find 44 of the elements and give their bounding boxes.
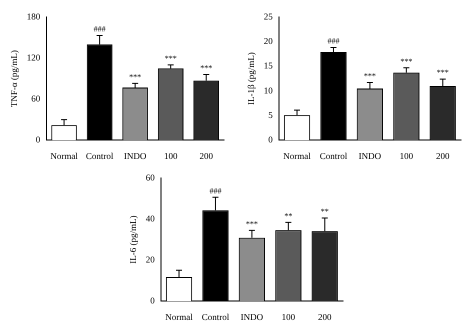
y-tick-label: 20 <box>146 254 156 264</box>
annotation: *** <box>164 54 177 64</box>
y-tick-label: 0 <box>150 296 156 306</box>
x-tick-label: INDO <box>240 312 264 322</box>
x-tick-label: 200 <box>199 150 214 161</box>
y-axis-title: IL-1β (pg/mL) <box>246 52 256 106</box>
y-tick-label: 10 <box>264 85 274 96</box>
x-tick-label: 100 <box>164 150 178 161</box>
y-axis-title: IL-6 (pg/mL) <box>128 215 138 264</box>
annotation: *** <box>436 68 449 78</box>
y-tick-label: 60 <box>146 172 156 182</box>
x-tick-label: 200 <box>436 150 450 161</box>
x-tick-label: Control <box>320 150 348 161</box>
x-tick-label: 100 <box>282 312 296 322</box>
annotation: ### <box>94 24 106 34</box>
y-tick-label: 15 <box>264 60 274 71</box>
y-axis-title: TNF-α (pg/mL) <box>8 50 19 108</box>
annotation: *** <box>364 72 376 81</box>
annotation: *** <box>400 56 412 66</box>
annotation: ** <box>320 207 329 216</box>
x-tick-label: Control <box>86 150 114 161</box>
x-tick-label: 200 <box>318 312 332 322</box>
y-tick-label: 25 <box>264 11 274 22</box>
y-tick-label: 120 <box>26 52 41 62</box>
y-tick-label: 20 <box>264 36 274 46</box>
x-tick-label: INDO <box>124 150 147 161</box>
x-tick-label: Normal <box>165 312 194 322</box>
y-tick-label: 180 <box>26 11 41 22</box>
annotation: *** <box>246 219 258 228</box>
x-tick-label: INDO <box>358 150 382 161</box>
y-tick-label: 60 <box>31 93 41 104</box>
y-tick-label: 0 <box>268 134 274 145</box>
y-tick-label: 5 <box>268 110 274 120</box>
x-tick-label: Normal <box>50 150 78 161</box>
x-tick-label: 100 <box>400 150 414 161</box>
annotation: ### <box>327 36 340 46</box>
annotation: *** <box>129 72 142 82</box>
y-tick-label: 40 <box>146 213 156 224</box>
x-tick-label: Control <box>202 312 230 322</box>
annotation: ** <box>284 211 292 220</box>
annotation: *** <box>200 64 212 73</box>
x-tick-label: Normal <box>283 150 312 161</box>
y-tick-label: 0 <box>36 134 41 145</box>
annotation: ### <box>209 186 222 196</box>
